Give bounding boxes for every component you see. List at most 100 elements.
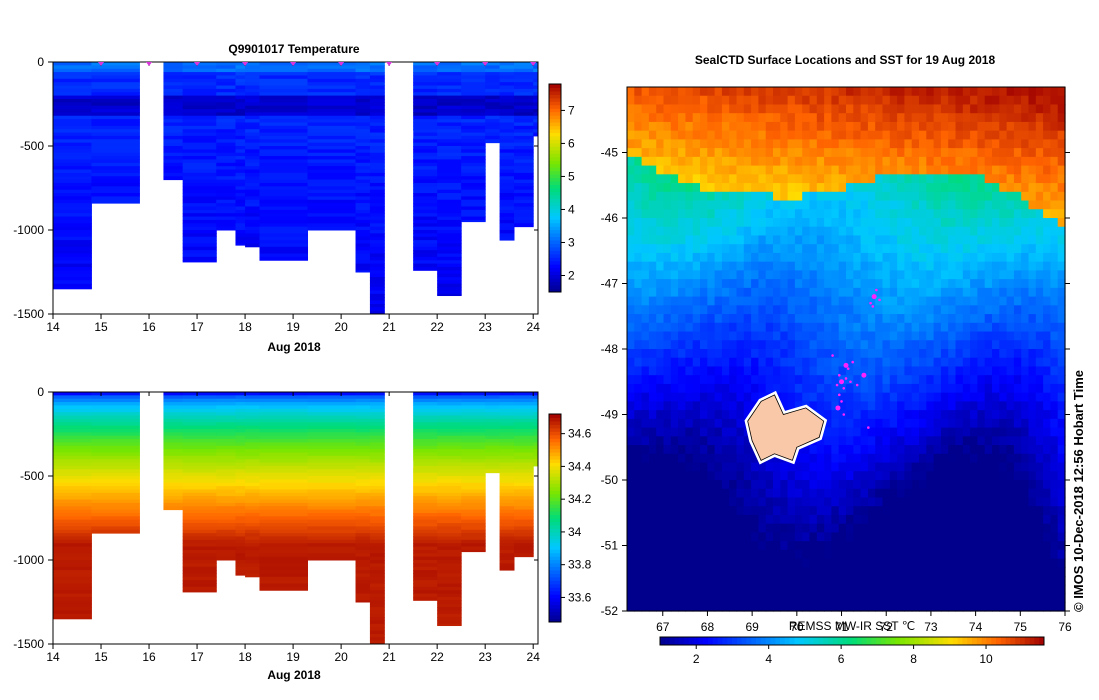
section-cell (369, 469, 385, 474)
sst-cell (867, 383, 876, 394)
sst-cell (846, 436, 854, 446)
section-cell (163, 156, 184, 160)
sst-cell (948, 191, 957, 202)
profile-column (461, 62, 486, 223)
sst-cell (984, 270, 993, 280)
section-cell (53, 216, 92, 221)
sst-cell (670, 279, 679, 289)
section-cell (369, 432, 385, 437)
section-cell (485, 405, 501, 410)
sst-cell (627, 279, 635, 289)
sst-cell (714, 427, 723, 437)
section-cell (53, 149, 92, 154)
section-cell (369, 266, 385, 271)
sst-cell (743, 349, 752, 359)
sst-cell (700, 366, 708, 376)
section-cell (53, 442, 92, 447)
sst-cell (999, 357, 1008, 368)
sst-cell (962, 322, 971, 333)
sst-cell (802, 366, 811, 376)
sst-cell (1043, 383, 1051, 394)
section-cell (307, 182, 357, 187)
sst-cell (802, 200, 811, 210)
section-cell (216, 449, 236, 453)
sst-cell (889, 87, 898, 97)
sst-cell (634, 87, 643, 97)
sst-cell (809, 340, 818, 350)
sst-cell (853, 174, 862, 184)
sst-cell (780, 279, 789, 289)
profile-column (533, 62, 539, 137)
sst-cell (670, 87, 679, 97)
section-cell (235, 115, 246, 120)
sst-cell (1050, 436, 1059, 446)
section-cell (307, 119, 357, 123)
sst-cell (794, 305, 803, 315)
sst-cell (736, 279, 745, 289)
sst-cell (634, 113, 643, 123)
section-cell (91, 395, 140, 400)
sst-cell (707, 427, 716, 437)
sst-cell (641, 244, 650, 254)
sst-cell (743, 165, 752, 175)
sst-cell (1050, 305, 1059, 315)
section-cell (355, 230, 371, 234)
sst-cell (670, 349, 679, 359)
sst-cell (962, 174, 971, 184)
sst-cell (838, 287, 847, 298)
sst-cell (962, 349, 971, 359)
section-cell (259, 432, 309, 437)
sst-cell (751, 200, 759, 210)
sst-cell (678, 462, 686, 472)
sst-cell (736, 87, 745, 97)
section-cell (437, 152, 462, 157)
section-cell (355, 139, 371, 144)
sst-cell (838, 453, 847, 464)
section-cell (355, 392, 371, 396)
sst-cell (919, 235, 927, 245)
sst-cell (933, 296, 942, 306)
sst-cell (970, 296, 978, 306)
sst-cell (758, 392, 767, 402)
section-cell (53, 516, 92, 521)
section-cell (259, 189, 309, 194)
sst-cell (926, 349, 935, 359)
section-cell (499, 149, 515, 154)
sst-cell (933, 252, 942, 263)
section-cell (182, 193, 217, 197)
section-cell (413, 65, 438, 70)
sst-cell (889, 418, 898, 429)
section-cell (533, 415, 539, 420)
sst-cell (1050, 121, 1059, 132)
sst-cell (831, 113, 840, 123)
section-cell (413, 129, 438, 134)
sst-cell (670, 183, 679, 193)
sst-cell (882, 427, 891, 437)
section-cell (413, 109, 438, 113)
section-cell (216, 132, 236, 137)
sst-cell (1057, 235, 1066, 245)
section-cell (91, 392, 140, 396)
sst-cell (897, 471, 905, 481)
section-cell (259, 112, 309, 117)
sst-cell (714, 113, 723, 123)
sst-cell (882, 436, 891, 446)
section-cell (355, 209, 371, 214)
sst-cell (692, 410, 701, 420)
section-cell (499, 476, 515, 480)
section-cell (53, 162, 92, 167)
sst-cell (802, 322, 811, 333)
sst-cell (824, 113, 832, 123)
sst-cell (641, 427, 650, 437)
section-cell (259, 82, 309, 87)
sst-cell (794, 113, 803, 123)
section-cell (355, 512, 371, 517)
sst-cell (1013, 401, 1022, 411)
section-cell (499, 85, 515, 90)
sst-cell (714, 218, 723, 228)
section-cell (513, 439, 534, 443)
sst-cell (933, 95, 942, 106)
sst-cell (780, 392, 789, 402)
colorbar-segment (549, 257, 561, 262)
sst-cell (700, 235, 708, 245)
